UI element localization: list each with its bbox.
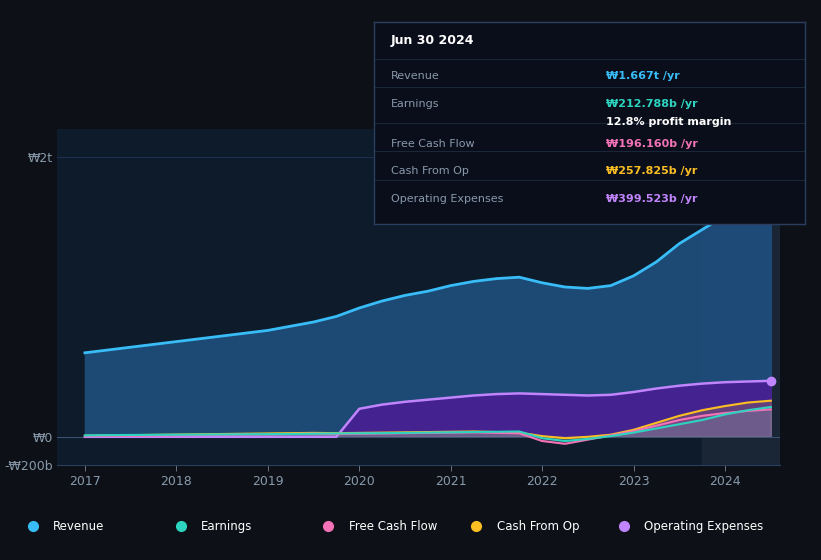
Text: Revenue: Revenue bbox=[53, 520, 105, 533]
Text: Operating Expenses: Operating Expenses bbox=[391, 194, 503, 204]
Text: ₩399.523b /yr: ₩399.523b /yr bbox=[606, 194, 698, 204]
Text: Earnings: Earnings bbox=[201, 520, 253, 533]
Text: Free Cash Flow: Free Cash Flow bbox=[391, 139, 475, 150]
Text: ₩196.160b /yr: ₩196.160b /yr bbox=[606, 139, 698, 150]
Text: ₩1.667t /yr: ₩1.667t /yr bbox=[606, 71, 680, 81]
Text: Jun 30 2024: Jun 30 2024 bbox=[391, 35, 475, 48]
Text: Operating Expenses: Operating Expenses bbox=[644, 520, 764, 533]
Bar bbox=[702, 129, 780, 465]
Text: Cash From Op: Cash From Op bbox=[391, 166, 469, 175]
Text: Earnings: Earnings bbox=[391, 99, 439, 109]
Text: Revenue: Revenue bbox=[391, 71, 439, 81]
Text: 12.8% profit margin: 12.8% profit margin bbox=[606, 117, 732, 127]
Text: Cash From Op: Cash From Op bbox=[497, 520, 579, 533]
Text: Free Cash Flow: Free Cash Flow bbox=[349, 520, 438, 533]
Text: ₩212.788b /yr: ₩212.788b /yr bbox=[606, 99, 698, 109]
Text: ₩257.825b /yr: ₩257.825b /yr bbox=[606, 166, 698, 175]
